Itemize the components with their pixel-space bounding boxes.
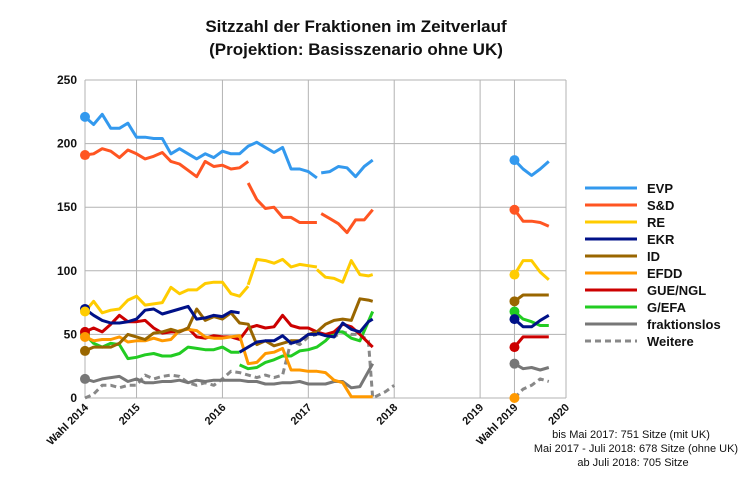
series-line-s-d bbox=[246, 182, 317, 224]
y-tick-label: 0 bbox=[70, 391, 77, 405]
series-line-s-d bbox=[320, 208, 374, 235]
legend-label-evp: EVP bbox=[647, 181, 673, 196]
series-line-re bbox=[513, 259, 550, 281]
series-line-re bbox=[246, 257, 318, 286]
legend-label-re: RE bbox=[647, 215, 665, 230]
series-line-g-efa bbox=[238, 310, 375, 371]
series-line-gue-ngl bbox=[513, 335, 549, 349]
chart-subtitle: (Projektion: Basisszenario ohne UK) bbox=[209, 40, 503, 59]
note-line: bis Mai 2017: 751 Sitze (mit UK) bbox=[552, 429, 710, 441]
note-line: ab Juli 2018: 705 Sitze bbox=[577, 457, 688, 469]
legend-label-ekr: EKR bbox=[647, 232, 675, 247]
x-tick-label: 2016 bbox=[203, 402, 229, 428]
legend-label-gue-ngl: GUE/NGL bbox=[647, 283, 706, 298]
x-tick-label: 2017 bbox=[289, 402, 315, 428]
legend-label-weitere: Weitere bbox=[647, 334, 694, 349]
marker-g-efa bbox=[509, 306, 520, 317]
x-tick-label: 2020 bbox=[546, 402, 572, 428]
marker-evp bbox=[509, 155, 520, 166]
legend-label-id: ID bbox=[647, 249, 660, 264]
marker-id bbox=[80, 345, 90, 356]
series-line-ekr bbox=[84, 304, 240, 325]
x-tick-label: 2015 bbox=[117, 402, 143, 428]
series-line-s-d bbox=[84, 147, 250, 179]
marker-gue-ngl bbox=[509, 342, 520, 353]
series-line-re bbox=[315, 259, 374, 284]
y-tick-label: 250 bbox=[57, 73, 77, 87]
marker-layer bbox=[80, 111, 520, 403]
marker-re bbox=[80, 306, 90, 317]
y-tick-label: 50 bbox=[64, 327, 78, 341]
marker-s-d bbox=[509, 204, 520, 215]
legend-label-s-d: S&D bbox=[647, 198, 674, 213]
x-tick-label: 2018 bbox=[375, 402, 401, 428]
series-line-evp bbox=[84, 112, 318, 180]
marker-fraktionslos bbox=[80, 373, 90, 384]
series-line-evp bbox=[320, 158, 374, 179]
series-line-ekr bbox=[316, 317, 374, 339]
notes: bis Mai 2017: 751 Sitze (mit UK) Mai 2017… bbox=[534, 429, 738, 469]
series-line-g-efa bbox=[513, 310, 549, 327]
marker-ekr bbox=[509, 314, 520, 325]
legend-label-fraktionslos: fraktionslos bbox=[647, 317, 721, 332]
series-line-ekr bbox=[513, 314, 550, 329]
marker-evp bbox=[80, 111, 90, 122]
marker-id bbox=[509, 296, 520, 307]
series-line-g-efa bbox=[83, 333, 240, 361]
series-line-s-d bbox=[513, 208, 550, 228]
grid bbox=[84, 79, 567, 399]
marker-efdd bbox=[509, 393, 520, 403]
series-line-weitere bbox=[513, 377, 550, 400]
legend-label-efdd: EFDD bbox=[647, 266, 682, 281]
y-tick-label: 100 bbox=[57, 264, 77, 278]
legend-label-g-efa: G/EFA bbox=[647, 300, 687, 315]
series-line-fraktionslos bbox=[84, 362, 375, 390]
series-line-evp bbox=[513, 159, 550, 177]
series-layer bbox=[83, 112, 550, 400]
y-tick-label: 150 bbox=[57, 200, 77, 214]
marker-re bbox=[509, 269, 520, 280]
marker-fraktionslos bbox=[509, 358, 520, 369]
series-line-ekr bbox=[238, 332, 317, 354]
series-line-fraktionslos bbox=[513, 362, 550, 372]
chart-title: Sitzzahl der Fraktionen im Zeitverlauf bbox=[205, 17, 507, 36]
marker-s-d bbox=[80, 150, 90, 161]
x-tick-label: 2019 bbox=[460, 402, 486, 428]
series-line-re bbox=[83, 280, 250, 315]
series-line-efdd bbox=[84, 327, 373, 399]
marker-efdd bbox=[80, 331, 90, 342]
legend: EVP S&D RE EKR ID EFDD GUE/NGL G/EFA fraktionslo… bbox=[585, 181, 721, 349]
series-line-id bbox=[513, 293, 549, 303]
y-tick-label: 200 bbox=[57, 137, 77, 151]
x-tick-label: Wahl 2014 bbox=[45, 401, 92, 448]
note-line: Mai 2017 - Juli 2018: 678 Sitze (ohne UK… bbox=[534, 443, 738, 455]
